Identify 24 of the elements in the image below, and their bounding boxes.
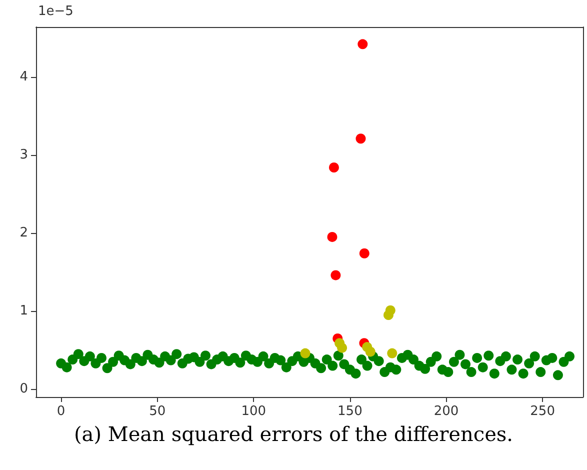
y-tick-label: 2: [20, 226, 28, 241]
point: [328, 162, 339, 173]
y-tick-label: 0: [20, 382, 28, 397]
point: [365, 346, 376, 357]
point: [358, 39, 368, 50]
point: [330, 270, 341, 280]
y-tick-label: 4: [20, 69, 28, 84]
point: [300, 348, 310, 358]
point: [383, 310, 394, 320]
point: [387, 348, 398, 358]
x-tick-label: 150: [338, 404, 362, 419]
point: [337, 342, 348, 353]
x-tick-label: 250: [530, 404, 555, 419]
x-tick-label: 50: [149, 404, 166, 419]
text: (a) Mean squared errors of the differences.: [74, 422, 514, 446]
x-tick-label: 100: [241, 404, 266, 419]
x-tick-label: 200: [434, 404, 459, 419]
point: [356, 134, 366, 144]
x-tick-label: 0: [56, 404, 66, 419]
y-tick-label: 1: [20, 304, 28, 319]
text: 1e−5: [38, 4, 74, 19]
y-tick-label: 3: [20, 148, 28, 163]
point: [327, 232, 338, 242]
point: [359, 248, 370, 258]
